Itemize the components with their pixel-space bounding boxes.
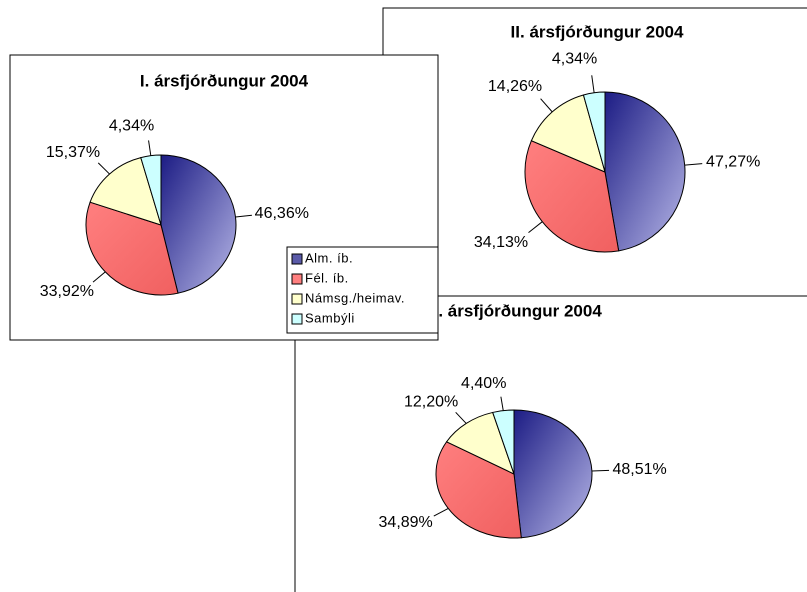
leader-line <box>433 508 449 517</box>
leader-line <box>500 396 504 411</box>
pie-slice <box>160 154 237 294</box>
data-label: 4,40% <box>461 375 506 392</box>
pie-slice <box>445 411 515 475</box>
legend-label: Fél. íb. <box>305 270 349 285</box>
leader-line <box>97 162 110 175</box>
leader-line <box>684 163 703 166</box>
chart-title: III. ársfjórðungur 2004 <box>424 301 602 320</box>
pie-slice <box>89 156 162 226</box>
leader-line <box>591 469 610 472</box>
data-label: 12,20% <box>404 393 458 410</box>
pie-slice <box>513 409 593 539</box>
pie-slice <box>604 91 686 252</box>
pie-slice <box>85 201 179 296</box>
data-label: 34,13% <box>474 234 528 251</box>
data-label: 14,26% <box>488 78 542 95</box>
chart: II. ársfjórðungur 2004 47,27% 34,13% 14,26%… <box>382 7 807 309</box>
legend-label: Námsg./heimav. <box>305 290 405 305</box>
data-label: 15,37% <box>46 144 100 161</box>
data-label: 48,51% <box>613 461 667 478</box>
legend-swatch <box>291 273 303 285</box>
chart: III. ársfjórðungur 2004 48,51% 34,89% 12,20… <box>294 295 807 592</box>
leader-line <box>528 221 543 234</box>
legend-label: Alm. íb. <box>305 250 353 265</box>
leader-line <box>92 271 106 283</box>
chart: I. ársfjórðungur 2004 46,36% 33,92% 15,37% 4… <box>9 54 439 341</box>
legend-swatch <box>291 253 303 265</box>
legend-box <box>286 246 439 334</box>
legend-swatch <box>291 293 303 305</box>
data-label: 46,36% <box>255 205 309 222</box>
data-label: 33,92% <box>40 283 94 300</box>
leader-line <box>148 140 152 156</box>
data-label: 34,89% <box>379 514 433 531</box>
leader-line <box>540 98 553 113</box>
data-label: 4,34% <box>552 51 597 68</box>
data-label: 47,27% <box>706 153 760 170</box>
legend-swatch <box>291 313 303 325</box>
pie-slice <box>140 154 162 226</box>
chart-title: II. ársfjórðungur 2004 <box>511 22 684 41</box>
leader-line <box>235 214 252 218</box>
leader-line <box>591 75 595 93</box>
leader-line <box>455 411 467 424</box>
chart-title: I. ársfjórðungur 2004 <box>140 71 309 90</box>
data-label: 4,34% <box>109 118 154 135</box>
legend-label: Sambýli <box>305 310 355 325</box>
